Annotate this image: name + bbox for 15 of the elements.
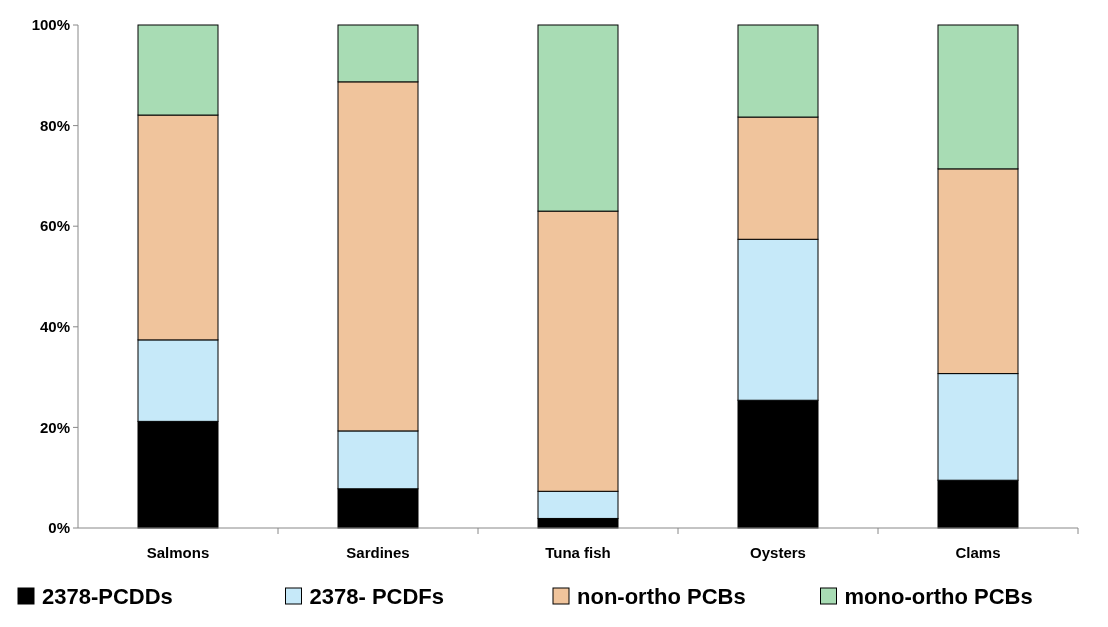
y-tick-label: 60%	[39, 217, 70, 235]
x-tick-label: Sardines	[346, 544, 410, 561]
y-tick-label: 20%	[39, 418, 70, 436]
x-tick-label: Tuna fish	[545, 544, 611, 561]
y-tick-label: 40%	[39, 318, 70, 336]
x-tick-label: Clams	[955, 544, 1001, 561]
legend-label: 2378- PCDFs	[309, 583, 445, 609]
legend-label: 2378-PCDDs	[42, 583, 173, 609]
legend-label: mono-ortho PCBs	[844, 583, 1033, 609]
y-tick-label: 0%	[48, 519, 70, 537]
legend-label: non-ortho PCBs	[577, 583, 746, 609]
x-tick-label: Salmons	[146, 544, 210, 561]
x-tick-label: Oysters	[750, 544, 806, 561]
y-tick-label: 80%	[39, 116, 70, 134]
y-tick-label: 100%	[31, 16, 70, 34]
